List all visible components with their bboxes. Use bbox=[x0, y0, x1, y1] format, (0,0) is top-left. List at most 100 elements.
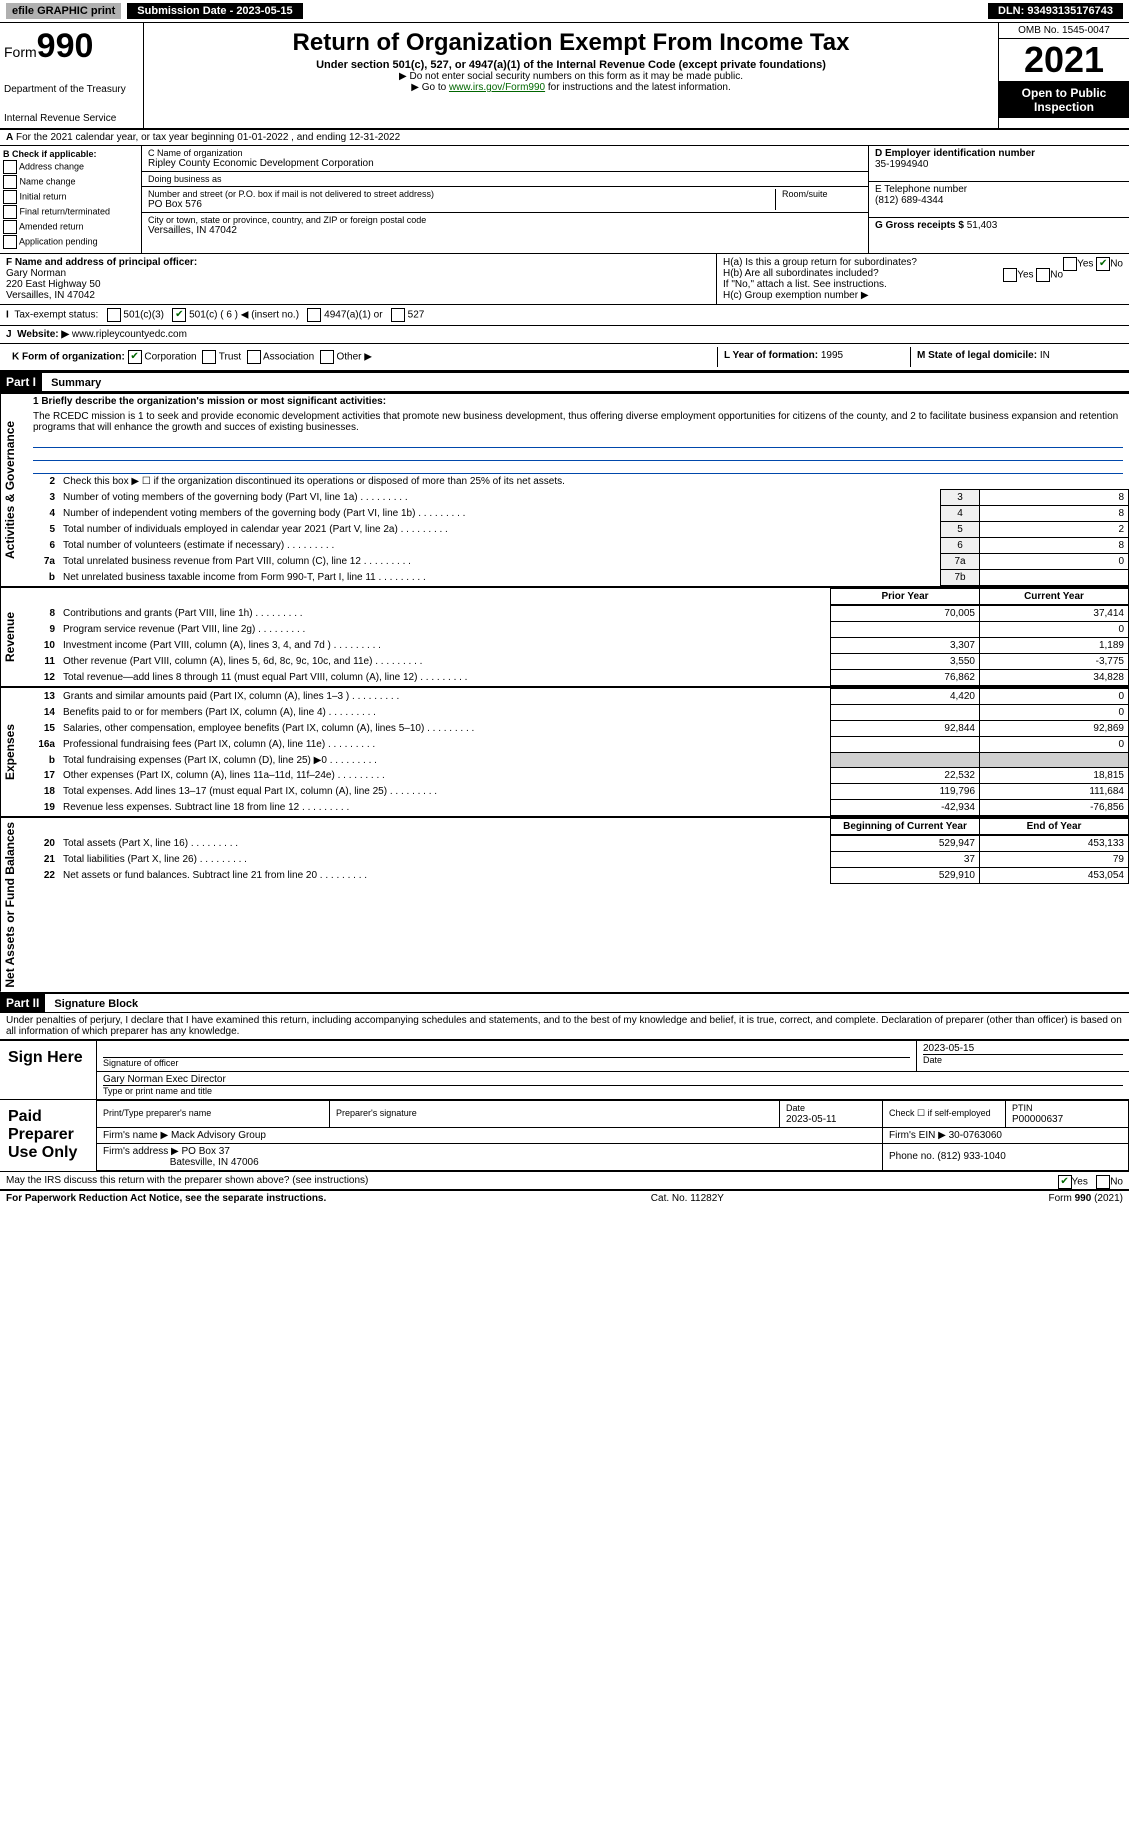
line2-text: Check this box ▶ ☐ if the organization d… bbox=[59, 474, 1129, 489]
l-value: 1995 bbox=[821, 350, 843, 361]
c-name-label: C Name of organization bbox=[148, 148, 862, 158]
table-row: 17Other expenses (Part IX, column (A), l… bbox=[27, 768, 1129, 784]
part2-title: Signature Block bbox=[48, 996, 144, 1012]
table-row: 3Number of voting members of the governi… bbox=[27, 490, 1129, 506]
section-net: Net Assets or Fund Balances Beginning of… bbox=[0, 816, 1129, 992]
firm-name: Mack Advisory Group bbox=[171, 1130, 266, 1141]
cb-final[interactable]: Final return/terminated bbox=[3, 205, 138, 219]
hc-label: H(c) Group exemption number ▶ bbox=[723, 290, 1123, 301]
omb-number: OMB No. 1545-0047 bbox=[999, 23, 1129, 39]
line-a: A For the 2021 calendar year, or tax yea… bbox=[0, 130, 1129, 146]
check-self: Check ☐ if self-employed bbox=[889, 1108, 991, 1118]
cb-name[interactable]: Name change bbox=[3, 175, 138, 189]
form-number: Form990 bbox=[4, 27, 139, 66]
part1-hdr: Part I bbox=[0, 373, 42, 391]
prep-phone: (812) 933-1040 bbox=[937, 1151, 1005, 1162]
firm-addr2: Batesville, IN 47006 bbox=[170, 1157, 259, 1168]
form-note2: ▶ Go to www.irs.gov/Form990 for instruct… bbox=[148, 82, 994, 93]
box-b: B Check if applicable: Address change Na… bbox=[0, 146, 142, 253]
footer-left: For Paperwork Reduction Act Notice, see … bbox=[6, 1193, 326, 1204]
header-bar: efile GRAPHIC print Submission Date - 20… bbox=[0, 0, 1129, 23]
blank-rule-1 bbox=[33, 435, 1123, 448]
col-begin: Beginning of Current Year bbox=[831, 819, 980, 835]
irs-link[interactable]: www.irs.gov/Form990 bbox=[449, 82, 545, 93]
gross-value: 51,403 bbox=[967, 220, 998, 231]
table-row: 21Total liabilities (Part X, line 26)377… bbox=[27, 852, 1129, 868]
box-f: F Name and address of principal officer:… bbox=[0, 254, 716, 304]
col-curr: Current Year bbox=[980, 589, 1129, 605]
box-i: I Tax-exempt status: 501(c)(3) 501(c) ( … bbox=[0, 305, 1129, 326]
form-subtitle: Under section 501(c), 527, or 4947(a)(1)… bbox=[148, 59, 994, 71]
box-j: J Website: ▶ www.ripleycountyedc.com bbox=[0, 326, 1129, 344]
table-row: 8Contributions and grants (Part VIII, li… bbox=[27, 606, 1129, 622]
hb-label: H(b) Are all subordinates included? bbox=[723, 268, 879, 279]
tab-governance: Activities & Governance bbox=[0, 394, 27, 586]
org-name: Ripley County Economic Development Corpo… bbox=[148, 158, 862, 169]
officer-addr1: 220 East Highway 50 bbox=[6, 279, 101, 290]
section-governance: Activities & Governance 1 Briefly descri… bbox=[0, 392, 1129, 586]
table-row: 7aTotal unrelated business revenue from … bbox=[27, 554, 1129, 570]
j-label: Website: ▶ bbox=[17, 329, 69, 340]
submission-date-btn[interactable]: Submission Date - 2023-05-15 bbox=[127, 3, 302, 19]
part1-bar: Part I Summary bbox=[0, 371, 1129, 392]
ptin-label: PTIN bbox=[1012, 1103, 1033, 1113]
block-fh: F Name and address of principal officer:… bbox=[0, 254, 1129, 305]
room-label: Room/suite bbox=[782, 189, 862, 199]
tab-expenses: Expenses bbox=[0, 688, 27, 816]
table-row: 16aProfessional fundraising fees (Part I… bbox=[27, 737, 1129, 753]
sig-date: 2023-05-15 bbox=[923, 1043, 1123, 1054]
paid-preparer-label: Paid Preparer Use Only bbox=[0, 1100, 96, 1171]
prep-sig-label: Preparer's signature bbox=[336, 1108, 417, 1118]
part2-hdr: Part II bbox=[0, 994, 45, 1012]
table-row: 12Total revenue—add lines 8 through 11 (… bbox=[27, 670, 1129, 686]
cb-amended[interactable]: Amended return bbox=[3, 220, 138, 234]
tax-year: 2021 bbox=[999, 39, 1129, 82]
firm-addr-label: Firm's address ▶ bbox=[103, 1146, 179, 1157]
box-c: C Name of organization Ripley County Eco… bbox=[142, 146, 868, 253]
page-footer: For Paperwork Reduction Act Notice, see … bbox=[0, 1190, 1129, 1206]
box-l: L Year of formation: 1995 bbox=[717, 347, 910, 367]
table-row: 4Number of independent voting members of… bbox=[27, 506, 1129, 522]
note2-pre: ▶ Go to bbox=[411, 82, 449, 93]
form-prefix: Form bbox=[4, 44, 37, 60]
city-label: City or town, state or province, country… bbox=[148, 215, 862, 225]
block-bcd: B Check if applicable: Address change Na… bbox=[0, 146, 1129, 254]
cb-address[interactable]: Address change bbox=[3, 160, 138, 174]
box-b-label: B Check if applicable: bbox=[3, 149, 97, 159]
box-h: H(a) Is this a group return for subordin… bbox=[716, 254, 1129, 304]
officer-name: Gary Norman bbox=[6, 268, 66, 279]
prep-date: 2023-05-11 bbox=[786, 1114, 836, 1125]
l-label: L Year of formation: bbox=[724, 350, 818, 361]
form-header: Form990 Department of the Treasury Inter… bbox=[0, 23, 1129, 130]
form-title: Return of Organization Exempt From Incom… bbox=[148, 29, 994, 57]
table-row: 14Benefits paid to or for members (Part … bbox=[27, 705, 1129, 721]
m-label: M State of legal domicile: bbox=[917, 350, 1037, 361]
footer-mid: Cat. No. 11282Y bbox=[651, 1193, 724, 1204]
cb-pending[interactable]: Application pending bbox=[3, 235, 138, 249]
form-990-big: 990 bbox=[37, 27, 94, 65]
prep-date-label: Date bbox=[786, 1103, 805, 1113]
part2-bar: Part II Signature Block bbox=[0, 992, 1129, 1013]
i-label: Tax-exempt status: bbox=[14, 310, 98, 321]
box-deg: D Employer identification number 35-1994… bbox=[868, 146, 1129, 253]
firm-name-label: Firm's name ▶ bbox=[103, 1130, 168, 1141]
efile-label: efile GRAPHIC print bbox=[6, 3, 121, 19]
table-row: 11Other revenue (Part VIII, column (A), … bbox=[27, 654, 1129, 670]
table-row: bNet unrelated business taxable income f… bbox=[27, 570, 1129, 586]
website-value: www.ripleycountyedc.com bbox=[72, 329, 187, 340]
col-end: End of Year bbox=[980, 819, 1129, 835]
cb-initial[interactable]: Initial return bbox=[3, 190, 138, 204]
table-row: 5Total number of individuals employed in… bbox=[27, 522, 1129, 538]
blank-rule-2 bbox=[33, 448, 1123, 461]
section-expenses: Expenses 13Grants and similar amounts pa… bbox=[0, 686, 1129, 816]
discuss-row: May the IRS discuss this return with the… bbox=[0, 1172, 1129, 1190]
note2-post: for instructions and the latest informat… bbox=[545, 82, 731, 93]
declaration: Under penalties of perjury, I declare th… bbox=[0, 1013, 1129, 1039]
part1-title: Summary bbox=[45, 375, 107, 391]
prep-phone-label: Phone no. bbox=[889, 1151, 935, 1162]
m-value: IN bbox=[1040, 350, 1050, 361]
street-value: PO Box 576 bbox=[148, 199, 775, 210]
phone-value: (812) 689-4344 bbox=[875, 195, 943, 206]
name-title-label: Type or print name and title bbox=[103, 1086, 212, 1096]
dln-label: DLN: 93493135176743 bbox=[988, 3, 1123, 19]
